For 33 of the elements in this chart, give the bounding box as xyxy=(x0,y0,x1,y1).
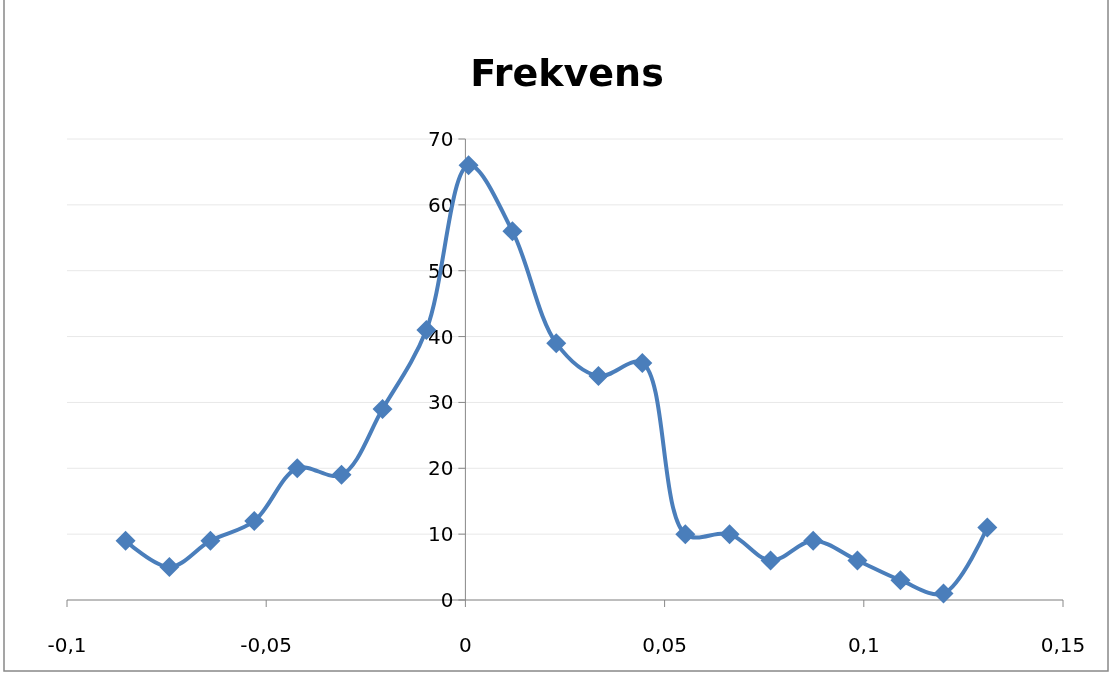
chart-title: Frekvens xyxy=(470,51,664,95)
point xyxy=(847,550,868,571)
point xyxy=(546,333,567,354)
y-tick-label: 20 xyxy=(427,456,454,481)
y-tick-label: 40 xyxy=(427,324,454,349)
point xyxy=(331,464,352,485)
point xyxy=(675,524,696,545)
point xyxy=(372,399,393,420)
point xyxy=(244,510,265,531)
point xyxy=(588,366,609,387)
point xyxy=(760,550,781,571)
x-tick-label: 0,15 xyxy=(1040,633,1086,657)
y-tick-label: 70 xyxy=(427,127,454,151)
point xyxy=(977,517,998,538)
x-tick-label: 0,05 xyxy=(642,633,687,657)
point xyxy=(115,530,136,551)
point xyxy=(803,530,824,551)
point xyxy=(200,530,221,551)
point xyxy=(719,524,740,545)
x-tick-label: -0,1 xyxy=(47,633,87,657)
point xyxy=(502,221,523,242)
point xyxy=(287,458,308,479)
y-tick-label: 0 xyxy=(440,588,454,612)
x-tick-label: -0,05 xyxy=(240,633,293,657)
y-tick-label: 30 xyxy=(427,390,454,415)
point xyxy=(632,352,653,373)
x-tick-label: 0 xyxy=(459,633,472,657)
y-tick-label: 10 xyxy=(427,522,454,547)
point xyxy=(890,570,911,591)
point xyxy=(159,557,180,578)
x-tick-label: 0,1 xyxy=(847,633,880,657)
point xyxy=(458,155,479,176)
point xyxy=(933,583,954,604)
